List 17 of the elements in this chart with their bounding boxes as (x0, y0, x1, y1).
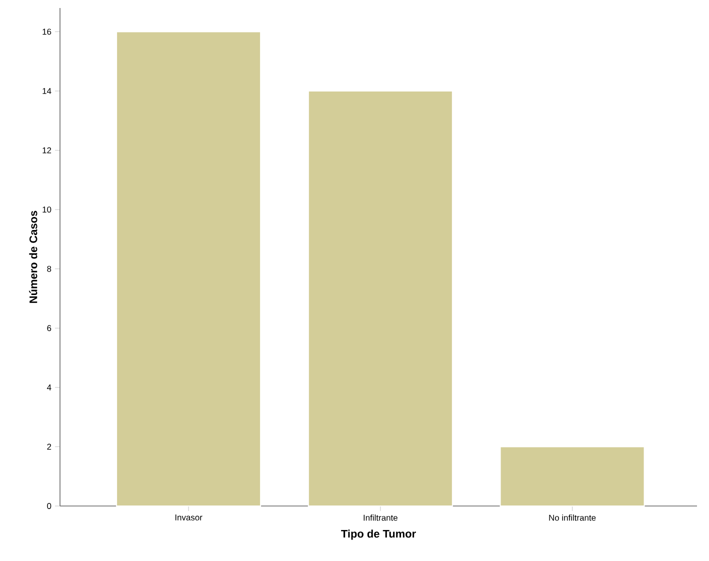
x-axis-title: Tipo de Tumor (341, 530, 416, 540)
bar (308, 90, 453, 506)
bar (116, 31, 262, 506)
y-tick-label: 2 (47, 444, 52, 450)
x-tick-label: Infiltrante (364, 514, 398, 521)
y-tick-label: 4 (46, 384, 52, 390)
y-tick-label: 0 (47, 503, 52, 509)
y-tick-label: 14 (42, 88, 52, 94)
x-tick-label: Invasor (175, 514, 202, 520)
y-tick-label: 10 (42, 206, 52, 213)
y-axis-title: Número de Casos (29, 210, 38, 303)
y-tick-label: 8 (47, 266, 52, 272)
y-tick-label: 16 (42, 28, 52, 35)
x-tick-label: No infiltrante (549, 514, 596, 521)
y-tick-label: 12 (42, 147, 52, 154)
bar (500, 446, 645, 506)
y-tick-label: 6 (47, 325, 52, 332)
